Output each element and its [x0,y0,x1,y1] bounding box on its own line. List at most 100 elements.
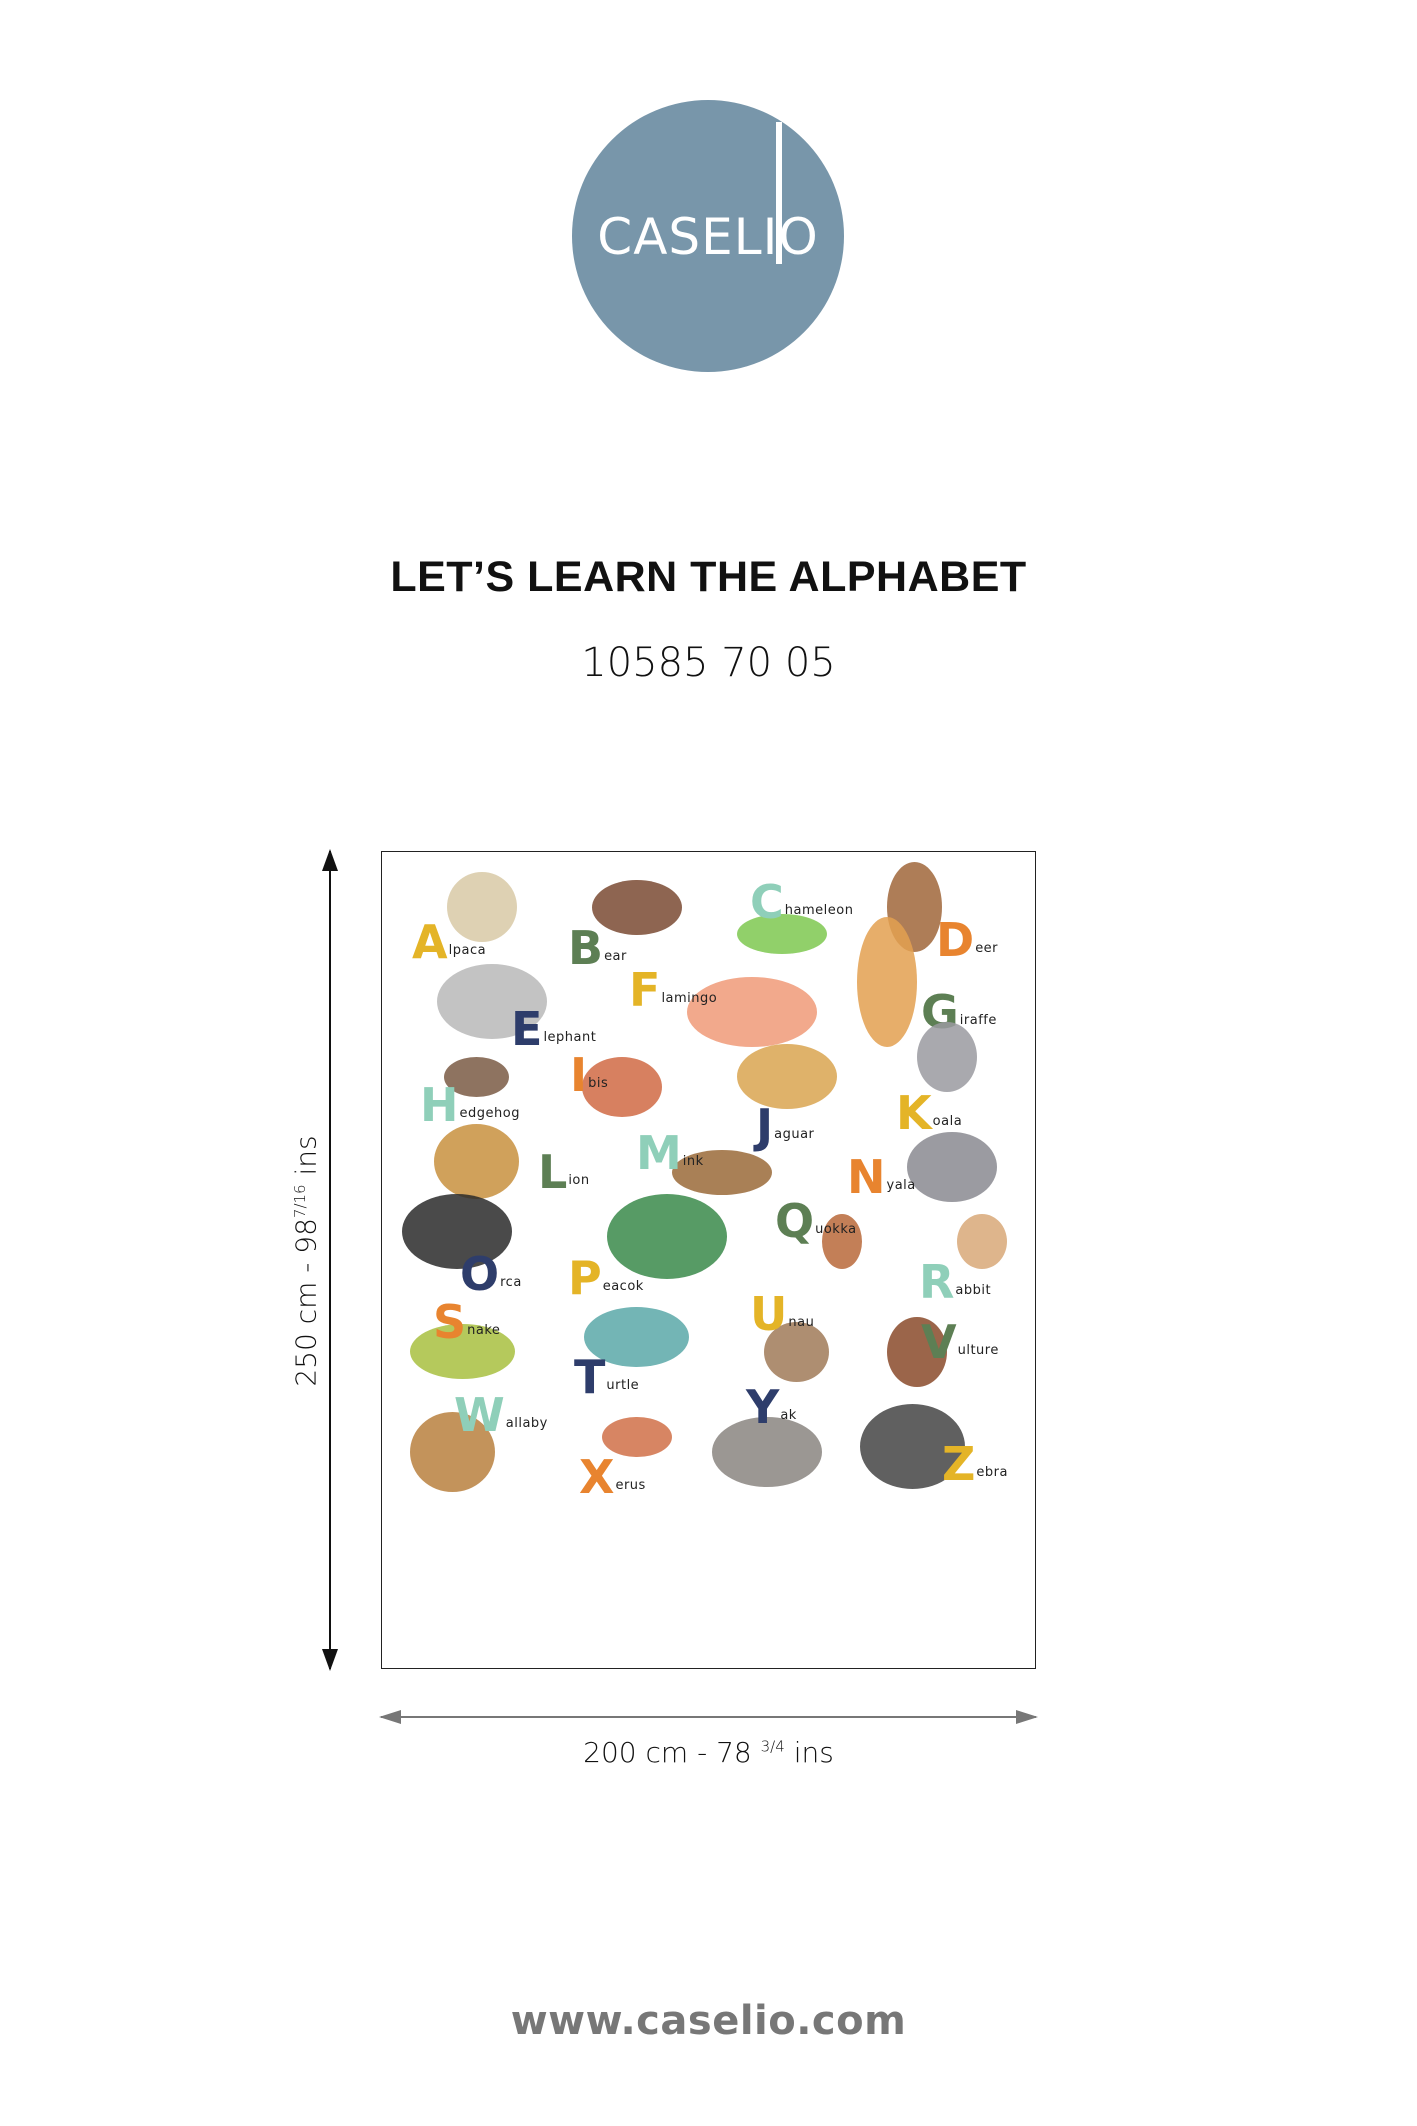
entry-word: aguar [774,1127,815,1142]
animal-illustration-alpaca [447,872,517,942]
entry-word: abbit [955,1283,992,1298]
entry-word: ear [604,949,627,964]
entry-letter: F [629,963,661,1017]
animal-illustration-vulture [887,1317,947,1387]
entry-letter: H [420,1078,459,1132]
entry-word: eer [975,941,999,956]
animal-illustration-quokka [822,1214,862,1269]
entry-word: oala [932,1114,963,1129]
entry-letter: M [636,1126,682,1180]
entry-word: ink [682,1154,704,1169]
animal-illustration-ibis [582,1057,662,1117]
logo-text: CASELIO [597,208,819,266]
animal-illustration-orca [402,1194,512,1269]
width-label: 200 cm - 78 3/4 ins [583,1736,834,1769]
animal-illustration-bear [592,880,682,935]
height-value: 250 cm - 98 [289,1218,323,1387]
width-unit: ins [793,1736,834,1769]
entry-word: edgehog [459,1106,520,1121]
entry-letter: T [574,1350,606,1404]
entry-word: hameleon [784,903,854,918]
entry-word: bis [588,1076,609,1091]
entry-word: lephant [543,1030,597,1045]
entry-letter: I [570,1048,588,1102]
entry-word: lpaca [448,943,487,958]
entry-word: lamingo [661,991,718,1006]
entry-letter: C [750,875,784,929]
entry-letter: P [568,1251,602,1305]
animal-illustration-giraffe [857,917,917,1047]
entry-word: ebra [976,1465,1008,1480]
entry-word: urtle [606,1378,640,1393]
entry-letter: E [511,1002,543,1056]
entry-word: ulture [957,1343,999,1358]
product-title: LET’S LEARN THE ALPHABET [390,553,1027,601]
entry-letter: K [896,1086,932,1140]
animal-illustration-yak [712,1417,822,1487]
entry-word: uokka [815,1222,857,1237]
animal-illustration-chameleon [737,914,827,954]
caselio-logo: CASELIO [572,100,844,372]
website-link[interactable]: www.caselio.com [510,1998,907,2044]
animal-illustration-xerus [602,1417,672,1457]
height-unit: ins [289,1135,323,1176]
height-arrow [322,849,338,1671]
animal-illustration-nyala [907,1132,997,1202]
width-frac-den: 4 [775,1737,785,1756]
entry-word: ion [568,1173,590,1188]
animal-illustration-hedgehog [444,1057,509,1097]
animal-illustration-rabbit [957,1214,1007,1269]
product-code: 10585 70 05 [581,640,836,686]
entry-letter: V [921,1315,957,1369]
height-frac-num: 7 [291,1208,310,1219]
animal-illustration-unau [764,1322,829,1382]
entry-word: ak [780,1408,797,1423]
entry-word: iraffe [959,1013,997,1028]
entry-letter: B [568,921,604,975]
entry-letter: D [936,913,975,967]
entry-letter: J [756,1099,774,1153]
entry-letter: L [538,1145,568,1199]
entry-word: yala [886,1178,916,1193]
entry-letter: Z [942,1437,976,1491]
height-frac-den: 16 [291,1184,310,1204]
logo-bar [776,122,782,264]
animal-illustration-elephant [437,964,547,1039]
animal-illustration-peacok [607,1194,727,1279]
entry-letter: N [847,1150,886,1204]
entry-letter: W [454,1388,505,1442]
entry-word: eacok [602,1279,644,1294]
entry-letter: U [750,1287,788,1341]
animal-illustration-koala [917,1022,977,1092]
animal-illustration-lion [434,1124,519,1199]
animal-illustration-turtle [584,1307,689,1367]
entry-letter: S [433,1295,467,1349]
animal-illustration-snake [410,1324,515,1379]
width-arrow [379,1710,1038,1724]
entry-letter: A [412,915,448,969]
entry-word: nake [467,1323,501,1338]
entry-letter: Q [775,1194,815,1248]
animal-illustration-flamingo [687,977,817,1047]
